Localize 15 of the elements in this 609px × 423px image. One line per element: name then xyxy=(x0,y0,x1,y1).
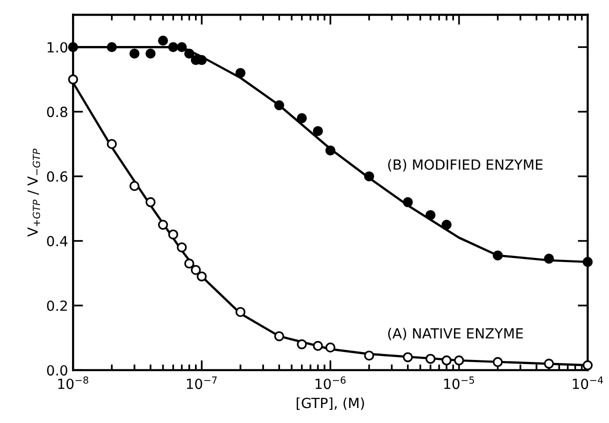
y-tick-label: 0.4 xyxy=(47,236,68,246)
x-axis-title: [GTP], (M) xyxy=(296,397,364,410)
x-tick-label: 10$^{−7}$ xyxy=(186,376,217,390)
y-tick-label: 0.8 xyxy=(47,106,68,118)
y-tick-label: 0.0 xyxy=(47,365,68,376)
x-tick-label: 10$^{−8}$ xyxy=(58,376,88,390)
y-tick-label: 1.0 xyxy=(48,42,68,53)
annotation: (B) MODIFIED ENZYME xyxy=(388,159,542,172)
annotation: (A) NATIVE ENZYME xyxy=(388,328,523,340)
x-tick-label: 10$^{−6}$ xyxy=(316,376,346,390)
x-tick-label: 10$^{−5}$ xyxy=(444,376,474,390)
y-tick-label: 0.6 xyxy=(47,171,68,182)
y-tick-label: 0.2 xyxy=(47,300,67,311)
x-tick-label: 10$^{−4}$ xyxy=(572,376,603,390)
y-axis-title: V$_{+GTP}$ / V$_{−GTP}$ xyxy=(28,148,40,237)
